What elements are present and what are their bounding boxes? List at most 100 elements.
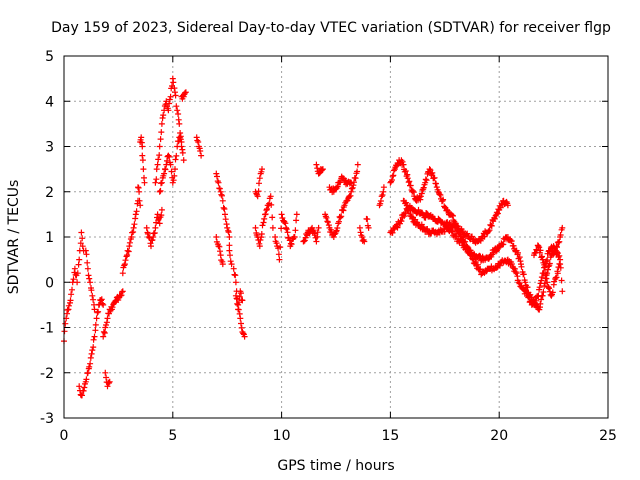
data-point bbox=[508, 261, 515, 267]
data-point bbox=[389, 177, 395, 183]
data-point bbox=[154, 161, 161, 168]
data-point bbox=[496, 262, 503, 269]
data-point bbox=[119, 270, 126, 277]
data-point bbox=[182, 89, 188, 96]
data-point bbox=[166, 100, 173, 107]
y-tick-label: -3 bbox=[40, 411, 54, 427]
data-point bbox=[539, 256, 546, 263]
data-point bbox=[220, 204, 227, 211]
data-point bbox=[536, 284, 543, 291]
data-point bbox=[238, 290, 244, 297]
data-point bbox=[62, 320, 69, 327]
data-point bbox=[92, 321, 99, 328]
data-point bbox=[109, 304, 116, 311]
data-point bbox=[293, 217, 300, 224]
data-point bbox=[158, 212, 165, 219]
y-tick-label: 2 bbox=[45, 185, 54, 201]
data-point bbox=[394, 224, 401, 231]
data-point bbox=[174, 107, 181, 114]
data-point bbox=[161, 170, 168, 177]
data-point bbox=[81, 384, 88, 391]
data-point bbox=[293, 211, 300, 218]
data-point bbox=[89, 292, 96, 299]
data-point bbox=[140, 166, 147, 173]
data-point bbox=[259, 166, 265, 173]
data-point bbox=[174, 143, 181, 150]
data-point bbox=[268, 201, 275, 208]
data-point bbox=[99, 300, 106, 307]
data-point bbox=[170, 177, 177, 184]
data-point bbox=[122, 257, 129, 264]
data-point bbox=[264, 206, 270, 212]
x-tick-label: 10 bbox=[273, 428, 291, 444]
data-point bbox=[278, 211, 285, 218]
data-point bbox=[176, 120, 183, 127]
data-point bbox=[485, 228, 492, 235]
data-point bbox=[149, 237, 156, 243]
chart-title: Day 159 of 2023, Sidereal Day-to-day VTE… bbox=[51, 20, 611, 36]
data-point bbox=[139, 143, 146, 150]
data-point bbox=[306, 230, 312, 237]
data-point bbox=[464, 230, 471, 237]
data-point bbox=[101, 330, 108, 336]
data-point bbox=[226, 234, 233, 240]
data-point bbox=[175, 111, 182, 117]
data-point bbox=[314, 229, 321, 236]
data-point bbox=[262, 211, 269, 218]
data-point bbox=[226, 242, 233, 249]
data-point bbox=[276, 256, 283, 263]
data-point bbox=[179, 149, 186, 156]
data-point bbox=[232, 279, 239, 286]
data-point bbox=[365, 224, 372, 231]
data-point bbox=[219, 261, 226, 268]
data-point bbox=[218, 191, 225, 198]
data-point bbox=[141, 179, 148, 186]
data-point bbox=[538, 274, 545, 281]
data-point bbox=[559, 288, 566, 295]
data-point bbox=[508, 238, 515, 244]
data-point bbox=[167, 161, 174, 168]
data-point bbox=[474, 261, 481, 268]
data-point bbox=[535, 292, 542, 299]
x-tick-labels: 0 5 10 15 20 25 bbox=[60, 428, 617, 444]
data-point bbox=[86, 275, 93, 282]
data-point bbox=[516, 254, 523, 261]
data-point bbox=[417, 193, 424, 200]
data-point bbox=[493, 264, 500, 271]
data-point bbox=[152, 224, 159, 231]
data-point bbox=[522, 279, 529, 286]
data-point bbox=[68, 291, 75, 298]
data-point bbox=[399, 158, 406, 165]
data-point bbox=[143, 224, 150, 231]
data-point bbox=[420, 184, 427, 191]
data-point bbox=[319, 166, 326, 173]
data-point bbox=[106, 378, 113, 385]
data-point bbox=[90, 296, 97, 303]
data-point bbox=[433, 180, 439, 187]
data-point bbox=[300, 238, 307, 245]
data-point bbox=[453, 224, 460, 231]
data-point bbox=[83, 376, 90, 383]
data-point bbox=[553, 274, 560, 281]
y-tick-label: 4 bbox=[45, 94, 54, 110]
data-point bbox=[222, 211, 228, 218]
data-point bbox=[78, 229, 85, 236]
data-point bbox=[283, 224, 289, 231]
data-point bbox=[170, 79, 177, 86]
y-axis-label: SDTVAR / TECUs bbox=[6, 180, 22, 295]
data-point bbox=[256, 175, 263, 182]
axis-ticks bbox=[63, 55, 609, 419]
data-point bbox=[241, 333, 248, 340]
data-point bbox=[67, 297, 74, 304]
data-point bbox=[231, 271, 238, 278]
data-point bbox=[481, 233, 488, 240]
data-point bbox=[172, 156, 179, 163]
data-point bbox=[90, 336, 97, 343]
data-point bbox=[277, 244, 284, 251]
data-points bbox=[61, 75, 566, 399]
data-point bbox=[80, 387, 87, 394]
data-point bbox=[158, 120, 165, 127]
data-point bbox=[539, 253, 545, 260]
data-point bbox=[313, 161, 320, 168]
data-point bbox=[554, 249, 560, 255]
